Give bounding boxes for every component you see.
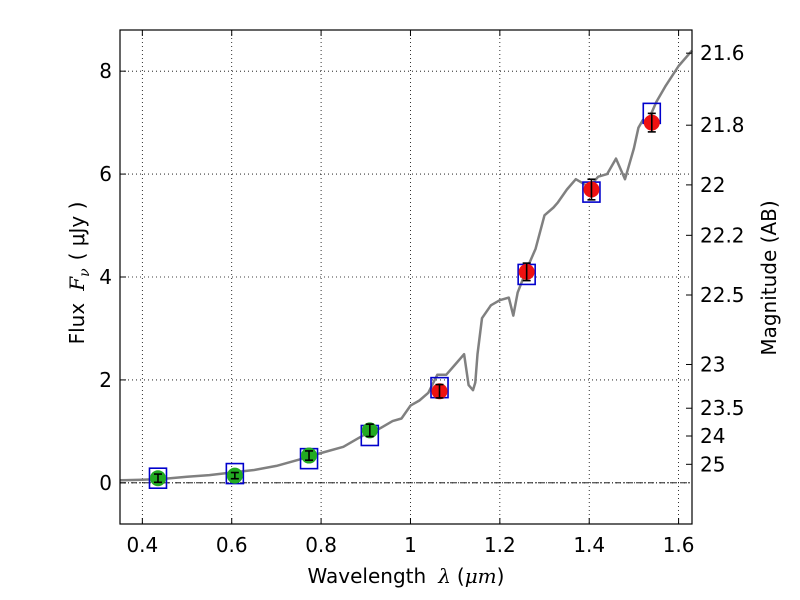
x-tick-label-6: 1.6 <box>663 533 695 557</box>
x-tick-label-0: 0.4 <box>126 533 158 557</box>
plot-frame <box>119 29 693 525</box>
y-tick-label-4: 8 <box>99 59 112 83</box>
y-tick-label-0: 0 <box>99 471 112 495</box>
magnitude-tick-labels: 21.6 21.8 22 22.2 22.5 23 23.5 24 25 <box>700 41 745 476</box>
magnitude-tick-label-8: 25 <box>700 452 725 476</box>
x-tick-label-3: 1 <box>404 533 417 557</box>
x-tick-label-2: 0.8 <box>305 533 337 557</box>
x-axis-symbol: λ <box>437 564 451 588</box>
y-axis-subscript: ν <box>77 268 93 277</box>
magnitude-tick-label-3: 22.2 <box>700 223 745 247</box>
x-axis-unit: μm <box>465 564 497 588</box>
magnitude-tick-label-7: 24 <box>700 424 725 448</box>
model-photometry-boxes <box>148 102 662 490</box>
x-tick-label-1: 0.6 <box>216 533 248 557</box>
magnitude-tick-label-0: 21.6 <box>700 41 745 65</box>
model-spectrum-line <box>119 49 693 482</box>
x-tick-labels: 0.4 0.6 0.8 1 1.2 1.4 1.6 <box>126 533 694 557</box>
y-axis-title-prefix: Flux <box>65 303 89 345</box>
observed-photometry-points <box>149 112 660 487</box>
y-tick-label-1: 2 <box>99 368 112 392</box>
magnitude-tick-label-4: 22.5 <box>700 283 745 307</box>
model-spectrum-group <box>119 49 693 482</box>
y2-axis-title: Magnitude (AB) <box>757 200 781 355</box>
grid-lines <box>120 30 692 524</box>
x-tick-label-5: 1.4 <box>573 533 605 557</box>
magnitude-tick-label-6: 23.5 <box>700 396 745 420</box>
x-axis-unit-open: ( <box>457 564 465 588</box>
y-axis-unit: ( μJy ) <box>65 202 89 261</box>
axis-ticks <box>120 30 692 524</box>
x-axis-title: Wavelength λ (μm) <box>308 564 505 588</box>
y-tick-labels: 0 2 4 6 8 <box>99 59 112 495</box>
x-axis-unit-close: ) <box>497 564 505 588</box>
x-axis-title-prefix: Wavelength <box>308 564 427 588</box>
model-box-0 <box>148 467 168 490</box>
y-tick-label-3: 6 <box>99 162 112 186</box>
y-axis-symbol: F <box>65 276 89 292</box>
magnitude-tick-label-5: 23 <box>700 352 725 376</box>
magnitude-tick-label-1: 21.8 <box>700 113 745 137</box>
x-tick-label-4: 1.2 <box>484 533 516 557</box>
magnitude-tick-label-2: 22 <box>700 173 725 197</box>
y-tick-label-2: 4 <box>99 265 112 289</box>
y-axis-title: Flux Fν ( μJy ) <box>65 202 93 345</box>
